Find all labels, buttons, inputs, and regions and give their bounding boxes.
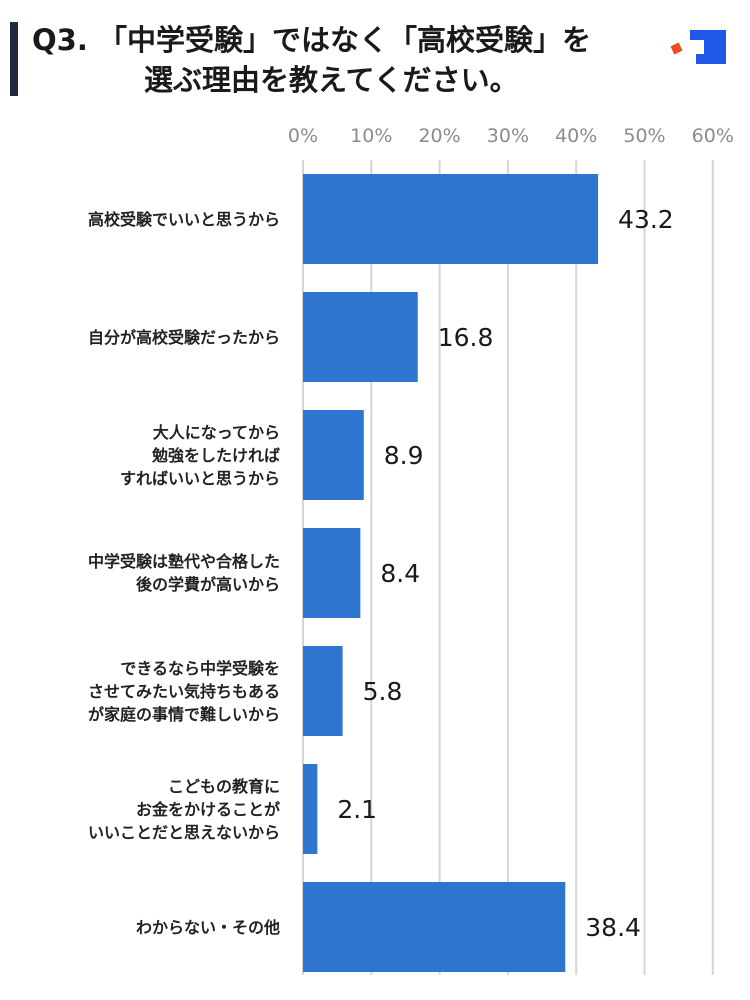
- chart-title: Q3. 「中学受験」ではなく「高校受験」を 選ぶ理由を教えてください。: [32, 20, 672, 100]
- x-tick-label-2: 20%: [418, 125, 460, 147]
- value-label-1: 16.8: [438, 323, 494, 352]
- bar-5: [303, 764, 318, 854]
- x-tick-label-1: 10%: [350, 125, 392, 147]
- category-label-1: 自分が高校受験だったから: [87, 327, 280, 347]
- value-label-2: 8.9: [384, 441, 424, 470]
- category-label-0: 高校受験でいいと思うから: [87, 209, 280, 229]
- logo-blue-mark: [690, 30, 726, 64]
- brand-logo-icon: [670, 30, 726, 64]
- bar-4: [303, 646, 343, 736]
- value-label-3: 8.4: [380, 559, 420, 588]
- category-label-5: こどもの教育に お金をかけることが いいことだと思えないから: [87, 776, 280, 842]
- bar-0: [303, 174, 599, 264]
- bar-2: [303, 410, 364, 500]
- value-label-5: 2.1: [337, 795, 377, 824]
- x-tick-label-5: 50%: [623, 125, 665, 147]
- category-label-3: 中学受験は塾代や合格した 後の学費が高いから: [87, 552, 280, 594]
- x-tick-label-3: 30%: [487, 125, 529, 147]
- chart-title-line-1: Q3. 「中学受験」ではなく「高校受験」を: [32, 23, 591, 57]
- x-tick-label-0: 0%: [288, 125, 318, 147]
- bar-6: [303, 882, 566, 972]
- chart-title-line-2: 選ぶ理由を教えてください。: [144, 63, 519, 97]
- x-tick-label-6: 60%: [692, 125, 734, 147]
- category-label-2: 大人になってから 勉強をしたければ すればいいと思うから: [119, 422, 280, 488]
- value-label-4: 5.8: [363, 677, 403, 706]
- value-label-6: 38.4: [585, 913, 641, 942]
- value-label-0: 43.2: [618, 205, 674, 234]
- x-tick-label-4: 40%: [555, 125, 597, 147]
- bar-1: [303, 292, 418, 382]
- logo-red-mark: [670, 42, 683, 55]
- category-label-6: わからない・その他: [135, 917, 280, 937]
- category-label-4: できるなら中学受験を させてみたい気持ちもある が家庭の事情で難しいから: [87, 658, 280, 724]
- bar-3: [303, 528, 361, 618]
- title-accent-bar: [10, 22, 18, 96]
